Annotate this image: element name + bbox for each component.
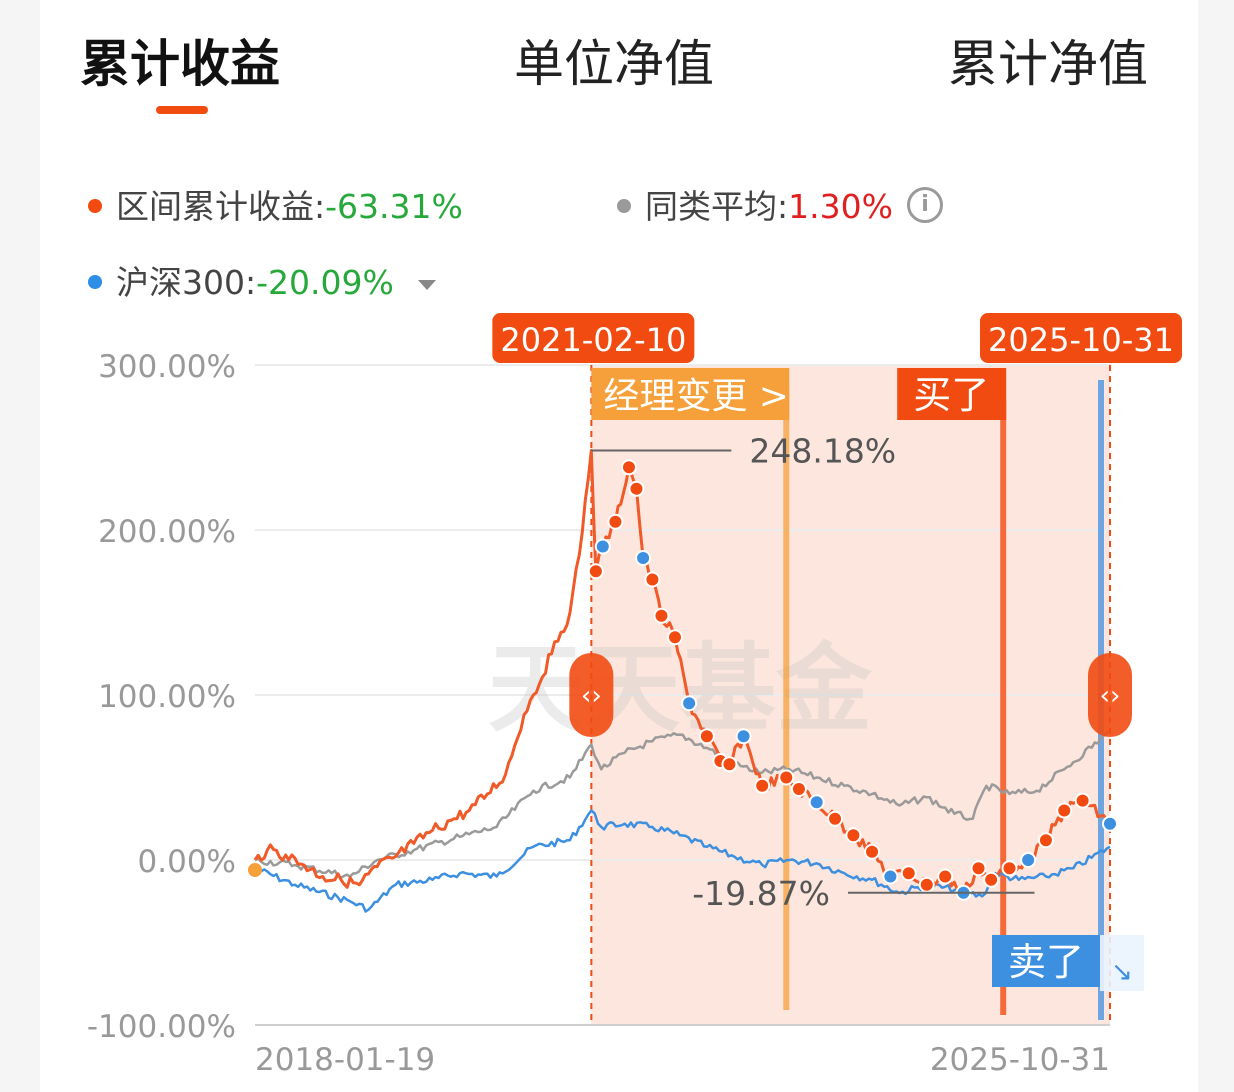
tab-cumulative-return[interactable]: 累计收益 [80, 35, 280, 93]
trade-dot [721, 756, 738, 773]
trade-dot [970, 860, 987, 877]
y-tick-label: 300.00% [98, 349, 236, 385]
trough-annotation-label: -19.87% [692, 874, 830, 913]
trade-dot [587, 563, 604, 580]
buy-label[interactable]: 买了 [913, 373, 989, 417]
buy-line [1000, 400, 1007, 1015]
y-tick-label: 0.00% [138, 844, 236, 880]
trade-dot [698, 728, 715, 745]
selection-start-date-badge [492, 313, 695, 363]
drag-arrows-icon: ‹› [581, 681, 602, 711]
range-end-handle[interactable] [1088, 653, 1132, 737]
y-tick-label: 200.00% [98, 514, 236, 550]
active-tab-indicator [156, 106, 208, 114]
trade-dot [681, 695, 698, 712]
series-line [254, 730, 1111, 880]
expand-icon[interactable] [1100, 935, 1144, 991]
legend-dot-gray [617, 198, 631, 213]
sell-label[interactable]: 卖了 [1008, 940, 1084, 984]
trade-dot [607, 513, 624, 530]
legend-index-label: 沪深300: [116, 263, 257, 302]
trade-dot [882, 868, 899, 885]
trade-dot [653, 607, 670, 624]
manager-change-badge[interactable] [591, 368, 790, 420]
y-tick-label: 100.00% [98, 679, 236, 715]
series-start-dot [248, 863, 262, 877]
x-end-label: 2025-10-31 [930, 1042, 1110, 1078]
sell-badge[interactable] [992, 935, 1100, 987]
trade-dot [1074, 792, 1091, 809]
legend-peer-value: 1.30% [788, 187, 893, 226]
trade-dot [754, 777, 771, 794]
trade-dot [845, 827, 862, 844]
legend-interval-label: 区间累计收益: [116, 187, 326, 226]
trade-dot [1001, 860, 1018, 877]
legend-interval-value: -63.31% [325, 187, 463, 226]
trade-dot [628, 480, 645, 497]
trade-dot [900, 865, 917, 882]
info-icon[interactable]: i [906, 186, 943, 223]
buy-badge[interactable] [897, 368, 1007, 420]
trade-dot [644, 571, 661, 588]
selection-end-date-badge [980, 313, 1182, 363]
trade-dot [635, 550, 652, 567]
legend-dot-orange [88, 198, 102, 213]
y-tick-label: -100.00% [87, 1009, 236, 1045]
peak-annotation-label: 248.18% [749, 432, 896, 471]
tab-unit-nav[interactable]: 单位净值 [514, 35, 714, 93]
dropdown-caret-icon[interactable] [417, 279, 436, 290]
legend-peer-label: 同类平均: [645, 187, 789, 226]
trade-dot [666, 629, 683, 646]
series-line [253, 449, 1111, 895]
manager-change-line [783, 390, 790, 1010]
trade-dot [735, 728, 752, 745]
trade-dot [827, 810, 844, 827]
trade-dot [778, 769, 795, 786]
tab-cumulative-nav[interactable]: 累计净值 [948, 35, 1148, 93]
trade-dot [1102, 815, 1118, 832]
trade-dot [937, 868, 954, 885]
trade-dot [594, 538, 611, 555]
trade-dot [918, 876, 935, 893]
expand-arrow-glyph: ↘ [1111, 957, 1133, 987]
legend-dot-blue [88, 274, 102, 289]
x-start-label: 2018-01-19 [255, 1042, 435, 1078]
range-start-handle[interactable] [569, 653, 614, 737]
legend-index-csi300[interactable]: 沪深300:-20.09% [88, 256, 436, 304]
trade-dot [808, 794, 825, 811]
selection-start-date-label: 2021-02-10 [500, 321, 686, 359]
trade-dot [1020, 852, 1037, 868]
trade-dot [620, 459, 637, 476]
trade-dot [864, 843, 881, 860]
trade-dot [983, 871, 1000, 888]
trade-dot [790, 781, 807, 798]
trade-dot [1037, 832, 1054, 849]
drag-arrows-icon: ‹› [1100, 681, 1121, 711]
legend-peer-average: 同类平均:1.30% i [617, 180, 943, 228]
watermark-text: 天天基金 [488, 633, 873, 745]
legend-index-value: -20.09% [256, 263, 394, 302]
tab-bar: 累计收益 单位净值 累计净值 [0, 0, 1234, 130]
trade-dot [1056, 802, 1073, 819]
selection-end-date-label: 2025-10-31 [988, 321, 1174, 359]
legend-interval-return: 区间累计收益:-63.31% [88, 180, 463, 228]
manager-change-label[interactable]: 经理变更 > [603, 376, 789, 417]
